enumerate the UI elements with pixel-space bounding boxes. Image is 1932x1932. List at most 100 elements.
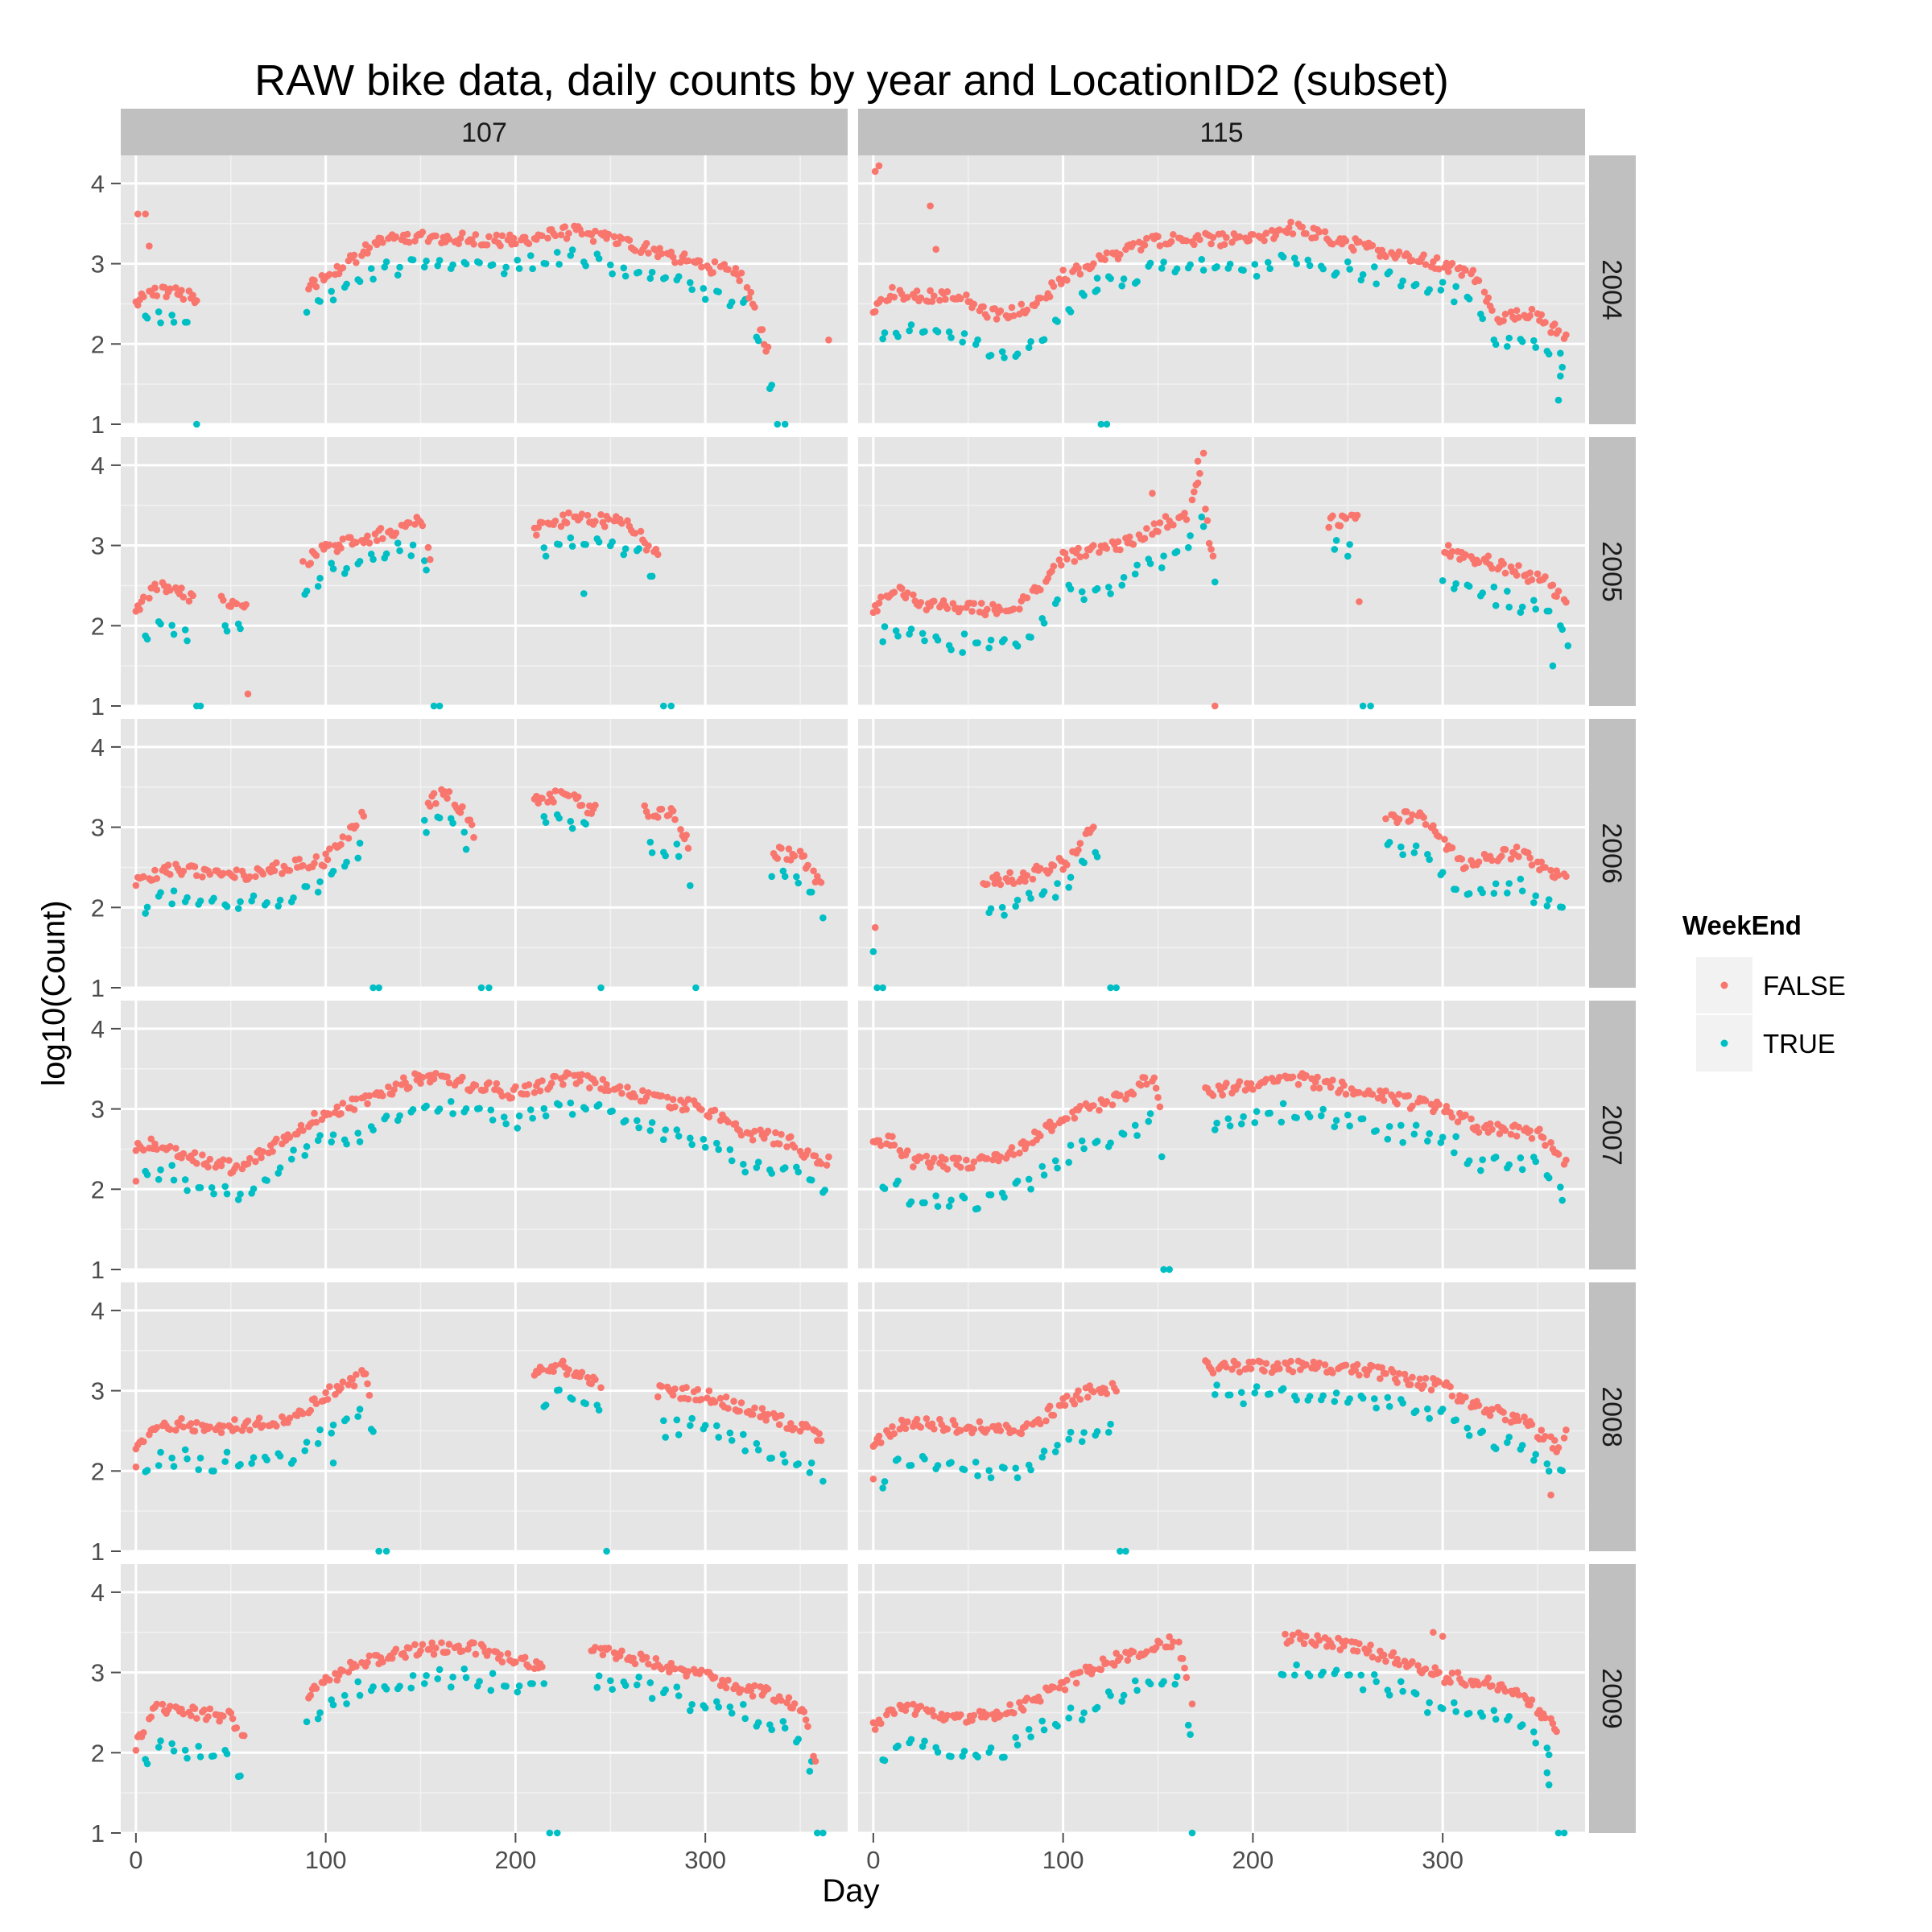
point-weekend-true <box>1558 1196 1567 1204</box>
point-weekend-true <box>1093 1137 1101 1145</box>
point-weekend-true <box>436 702 444 710</box>
point-weekend-false <box>1019 1707 1027 1714</box>
point-weekend-true <box>907 1736 915 1744</box>
point-weekend-false <box>931 1425 938 1433</box>
point-weekend-false <box>592 227 599 235</box>
point-weekend-false <box>350 251 358 259</box>
point-weekend-true <box>237 625 244 633</box>
point-weekend-false <box>180 1150 188 1158</box>
point-weekend-false <box>1262 1360 1270 1367</box>
point-weekend-false <box>736 277 743 285</box>
point-weekend-true <box>546 1829 554 1837</box>
point-weekend-true <box>1331 1123 1339 1131</box>
point-weekend-false <box>1501 845 1509 853</box>
point-weekend-true <box>157 1737 164 1744</box>
point-weekend-false <box>1063 1115 1071 1122</box>
point-weekend-false <box>350 1106 358 1113</box>
point-weekend-true <box>793 873 800 881</box>
point-weekend-false <box>762 1417 770 1424</box>
point-weekend-true <box>648 1119 656 1126</box>
point-weekend-true <box>1078 1137 1086 1145</box>
point-weekend-false <box>493 1080 501 1088</box>
point-weekend-false <box>1023 594 1031 601</box>
point-weekend-false <box>1010 1427 1018 1435</box>
point-weekend-false <box>146 594 153 602</box>
point-weekend-false <box>1152 1084 1160 1092</box>
point-weekend-false <box>904 589 911 597</box>
point-weekend-false <box>1409 811 1416 819</box>
point-weekend-false <box>233 1724 241 1732</box>
point-weekend-true <box>1543 1460 1551 1468</box>
point-weekend-true <box>382 258 390 266</box>
point-weekend-false <box>417 1080 424 1087</box>
point-weekend-false <box>871 167 879 175</box>
point-weekend-false <box>136 605 143 613</box>
point-weekend-false <box>1082 552 1090 559</box>
point-weekend-true <box>974 1205 981 1212</box>
point-weekend-false <box>322 1389 329 1397</box>
point-weekend-true <box>487 1686 495 1695</box>
point-weekend-false <box>364 532 371 540</box>
point-weekend-true <box>1452 886 1459 894</box>
point-weekend-true <box>1545 1751 1553 1759</box>
point-weekend-true <box>1027 634 1034 641</box>
point-weekend-true <box>1306 1393 1314 1400</box>
point-weekend-false <box>132 881 140 890</box>
point-weekend-false <box>1468 1115 1475 1123</box>
point-weekend-false <box>1097 1666 1105 1674</box>
point-weekend-true <box>921 637 928 645</box>
point-weekend-false <box>1538 311 1546 319</box>
point-weekend-true <box>715 1146 722 1154</box>
point-weekend-true <box>567 534 575 542</box>
point-weekend-false <box>1430 822 1437 830</box>
point-weekend-true <box>795 1460 802 1468</box>
y-tick-label: 2 <box>91 1739 105 1767</box>
point-weekend-true <box>1038 1717 1046 1725</box>
point-weekend-true <box>1001 1194 1008 1201</box>
point-weekend-false <box>365 244 374 252</box>
point-weekend-false <box>1433 254 1441 262</box>
point-weekend-false <box>1515 314 1522 321</box>
point-weekend-false <box>775 1421 783 1429</box>
point-weekend-true <box>1479 1712 1486 1720</box>
point-weekend-false <box>1409 257 1416 264</box>
panel-115-2007 <box>858 1001 1585 1274</box>
point-weekend-true <box>1543 902 1551 910</box>
y-tick-label: 4 <box>91 1015 105 1043</box>
point-weekend-false <box>326 1383 333 1390</box>
point-weekend-true <box>1001 1464 1008 1472</box>
point-weekend-false <box>539 518 546 526</box>
point-weekend-true <box>1027 337 1034 345</box>
point-weekend-false <box>1458 855 1466 863</box>
point-weekend-true <box>609 270 616 278</box>
point-weekend-false <box>1234 1360 1241 1368</box>
point-weekend-false <box>189 291 196 299</box>
point-weekend-false <box>751 1682 758 1690</box>
point-weekend-true <box>542 260 550 267</box>
point-weekend-false <box>1037 294 1044 302</box>
point-weekend-false <box>684 1096 692 1103</box>
point-weekend-false <box>1188 496 1196 504</box>
point-weekend-false <box>630 1654 637 1662</box>
y-tick-label: 3 <box>91 532 105 560</box>
point-weekend-false <box>663 1093 671 1101</box>
point-weekend-true <box>143 314 151 322</box>
point-weekend-true <box>1543 1744 1551 1752</box>
point-weekend-false <box>810 867 817 875</box>
point-weekend-false <box>180 1423 188 1431</box>
point-weekend-false <box>774 855 782 862</box>
point-weekend-true <box>673 1416 681 1424</box>
point-weekend-false <box>910 591 917 599</box>
point-weekend-false <box>984 1711 991 1719</box>
panel-115-2004 <box>858 155 1585 428</box>
point-weekend-true <box>1517 1154 1525 1162</box>
point-weekend-true <box>879 1484 886 1492</box>
point-weekend-false <box>815 1430 823 1438</box>
point-weekend-false <box>216 1717 223 1725</box>
point-weekend-false <box>931 1712 938 1719</box>
point-weekend-false <box>817 1160 825 1167</box>
point-weekend-true <box>1133 278 1141 286</box>
point-weekend-false <box>1156 1103 1164 1111</box>
point-weekend-false <box>984 1426 991 1434</box>
point-weekend-false <box>599 1075 607 1084</box>
